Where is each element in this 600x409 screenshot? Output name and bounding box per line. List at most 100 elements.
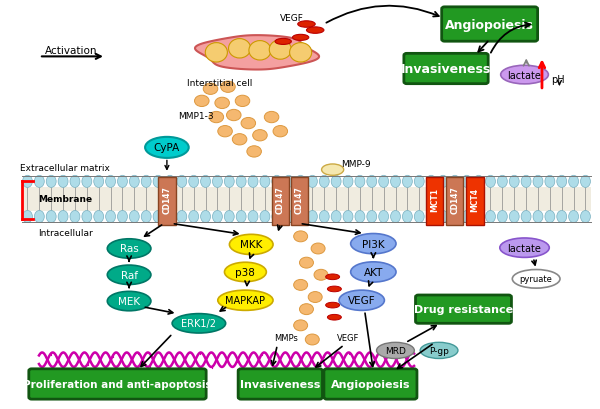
Ellipse shape	[299, 258, 313, 268]
Ellipse shape	[141, 176, 151, 188]
Ellipse shape	[23, 211, 32, 223]
Ellipse shape	[485, 211, 496, 223]
Ellipse shape	[497, 211, 508, 223]
Ellipse shape	[253, 130, 267, 142]
Ellipse shape	[118, 211, 127, 223]
Text: CyPA: CyPA	[154, 143, 180, 153]
Ellipse shape	[339, 290, 385, 310]
Text: Membrane: Membrane	[38, 195, 92, 204]
Ellipse shape	[355, 176, 365, 188]
Polygon shape	[195, 36, 319, 70]
Text: VEGF: VEGF	[280, 13, 304, 22]
Ellipse shape	[218, 126, 232, 137]
Ellipse shape	[275, 39, 292, 45]
Ellipse shape	[545, 176, 555, 188]
Ellipse shape	[58, 211, 68, 223]
Ellipse shape	[130, 176, 139, 188]
Ellipse shape	[426, 176, 436, 188]
FancyArrowPatch shape	[316, 346, 342, 367]
FancyArrowPatch shape	[532, 261, 536, 265]
Ellipse shape	[224, 211, 234, 223]
Ellipse shape	[328, 315, 341, 320]
Ellipse shape	[189, 176, 199, 188]
Text: ERK1/2: ERK1/2	[181, 319, 217, 328]
Text: AKT: AKT	[364, 267, 383, 277]
FancyArrowPatch shape	[365, 313, 374, 366]
Text: Interstitial cell: Interstitial cell	[187, 79, 252, 88]
Ellipse shape	[307, 28, 324, 34]
Ellipse shape	[403, 211, 412, 223]
Ellipse shape	[331, 211, 341, 223]
Text: Drug resistance: Drug resistance	[414, 304, 513, 315]
FancyArrowPatch shape	[145, 308, 173, 314]
Ellipse shape	[200, 176, 211, 188]
Ellipse shape	[212, 176, 223, 188]
Ellipse shape	[328, 286, 341, 292]
Ellipse shape	[34, 211, 44, 223]
Ellipse shape	[232, 134, 247, 146]
Ellipse shape	[473, 211, 484, 223]
Ellipse shape	[205, 43, 227, 63]
Ellipse shape	[293, 320, 308, 331]
Text: Ras: Ras	[120, 244, 139, 254]
Ellipse shape	[106, 176, 116, 188]
Ellipse shape	[141, 211, 151, 223]
Ellipse shape	[260, 211, 270, 223]
Ellipse shape	[377, 342, 415, 359]
Ellipse shape	[293, 231, 308, 242]
Ellipse shape	[326, 274, 340, 280]
Text: VEGF: VEGF	[348, 296, 376, 306]
Text: PI3K: PI3K	[362, 239, 385, 249]
Ellipse shape	[569, 176, 578, 188]
Ellipse shape	[311, 243, 325, 254]
Text: Angiopoiesis: Angiopoiesis	[331, 379, 410, 389]
Ellipse shape	[415, 176, 424, 188]
Ellipse shape	[305, 334, 319, 345]
Ellipse shape	[319, 176, 329, 188]
FancyBboxPatch shape	[466, 178, 484, 225]
Text: CD147: CD147	[276, 186, 285, 213]
FancyArrowPatch shape	[165, 161, 169, 170]
Ellipse shape	[379, 211, 389, 223]
Ellipse shape	[284, 176, 293, 188]
Ellipse shape	[130, 211, 139, 223]
Ellipse shape	[247, 146, 262, 158]
FancyArrowPatch shape	[271, 348, 277, 365]
Ellipse shape	[153, 211, 163, 223]
Bar	[22, 188, 592, 211]
FancyArrowPatch shape	[368, 281, 373, 286]
Ellipse shape	[299, 304, 313, 315]
Text: lactate: lactate	[508, 243, 541, 253]
Ellipse shape	[557, 176, 566, 188]
FancyArrowPatch shape	[278, 225, 282, 230]
Ellipse shape	[293, 35, 309, 41]
Ellipse shape	[218, 290, 273, 310]
Ellipse shape	[284, 211, 293, 223]
Ellipse shape	[298, 22, 315, 28]
Ellipse shape	[177, 211, 187, 223]
Ellipse shape	[107, 292, 151, 311]
FancyArrowPatch shape	[478, 42, 488, 52]
FancyBboxPatch shape	[404, 54, 488, 85]
Ellipse shape	[194, 96, 209, 107]
Ellipse shape	[248, 211, 258, 223]
Ellipse shape	[343, 211, 353, 223]
Ellipse shape	[545, 211, 555, 223]
Ellipse shape	[189, 211, 199, 223]
Ellipse shape	[145, 137, 189, 159]
FancyArrowPatch shape	[491, 23, 530, 54]
Ellipse shape	[118, 176, 127, 188]
Ellipse shape	[581, 176, 590, 188]
FancyBboxPatch shape	[291, 178, 308, 225]
Ellipse shape	[326, 303, 340, 308]
FancyArrowPatch shape	[127, 283, 131, 288]
Ellipse shape	[224, 263, 266, 282]
Text: Activation: Activation	[45, 46, 97, 56]
Ellipse shape	[229, 235, 273, 255]
Ellipse shape	[391, 211, 400, 223]
Ellipse shape	[221, 82, 235, 93]
FancyArrowPatch shape	[408, 326, 436, 342]
Ellipse shape	[224, 176, 234, 188]
Ellipse shape	[473, 176, 484, 188]
Ellipse shape	[462, 211, 472, 223]
